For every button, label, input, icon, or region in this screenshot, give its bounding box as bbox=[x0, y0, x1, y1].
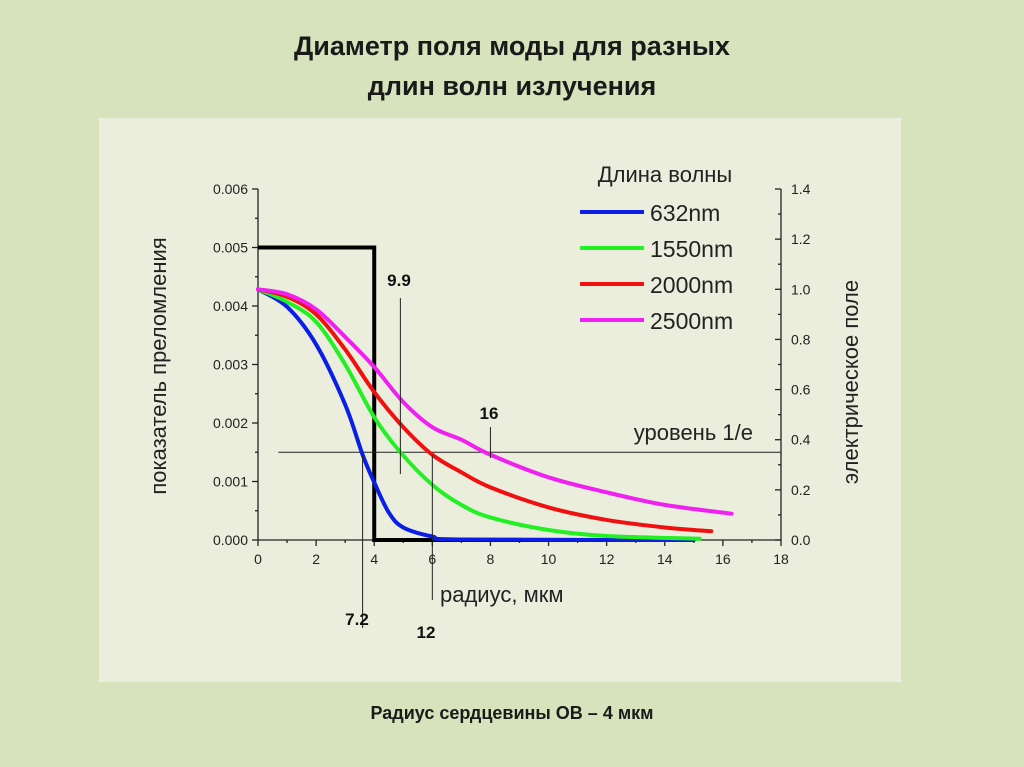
annotation-label-9-9: 9.9 bbox=[387, 271, 411, 290]
x-tick-label: 14 bbox=[657, 551, 673, 567]
y-right-tick-label: 0.6 bbox=[791, 382, 811, 398]
annotation-label-7-2: 7.2 bbox=[345, 610, 369, 629]
y-right-tick-label: 1.0 bbox=[791, 281, 811, 297]
legend-label-632nm: 632nm bbox=[650, 200, 720, 226]
y-axis-label-left: показатель преломления bbox=[146, 237, 171, 494]
x-tick-label: 10 bbox=[541, 551, 557, 567]
y-left-tick-label: 0.001 bbox=[213, 474, 248, 490]
y-left-tick-label: 0.002 bbox=[213, 415, 248, 431]
legend-label-2000nm: 2000nm bbox=[650, 272, 733, 298]
y-right-tick-label: 0.8 bbox=[791, 331, 811, 347]
chart-title: Диаметр поля моды для разных длин волн и… bbox=[0, 26, 1024, 106]
annotation-label-16: 16 bbox=[480, 404, 499, 423]
y-left-tick-label: 0.003 bbox=[213, 357, 248, 373]
level-line-label: уровень 1/е bbox=[634, 420, 753, 445]
legend-label-2500nm: 2500nm bbox=[650, 308, 733, 334]
x-tick-label: 12 bbox=[599, 551, 615, 567]
x-tick-label: 16 bbox=[715, 551, 731, 567]
x-tick-label: 8 bbox=[487, 551, 495, 567]
series-line-632nm bbox=[256, 287, 696, 542]
y-right-tick-label: 1.4 bbox=[791, 181, 811, 197]
x-tick-label: 18 bbox=[773, 551, 789, 567]
y-right-tick-label: 0.0 bbox=[791, 532, 811, 548]
series-line-2500nm bbox=[256, 287, 734, 516]
core-radius-note: Радиус сердцевины ОВ – 4 мкм bbox=[370, 703, 654, 723]
annotation-label-12: 12 bbox=[417, 623, 436, 642]
y-left-tick-label: 0.006 bbox=[213, 181, 248, 197]
y-left-tick-label: 0.004 bbox=[213, 298, 248, 314]
title-line-2: длин волн излучения bbox=[367, 71, 657, 101]
series-line-1550nm bbox=[256, 287, 702, 541]
y-axis-label-right: электрическое поле bbox=[838, 280, 863, 484]
legend-label-1550nm: 1550nm bbox=[650, 236, 733, 262]
x-tick-label: 2 bbox=[312, 551, 320, 567]
plot-panel bbox=[99, 118, 901, 682]
y-right-tick-label: 1.2 bbox=[791, 231, 811, 247]
y-right-tick-label: 0.4 bbox=[791, 432, 811, 448]
legend-title: Длина волны bbox=[598, 162, 733, 187]
x-axis-label: радиус, мкм bbox=[440, 582, 563, 607]
series-line-2000nm bbox=[256, 287, 714, 534]
x-tick-label: 0 bbox=[254, 551, 262, 567]
y-right-tick-label: 0.2 bbox=[791, 482, 811, 498]
y-left-tick-label: 0.005 bbox=[213, 240, 248, 256]
x-tick-label: 4 bbox=[370, 551, 378, 567]
y-left-tick-label: 0.000 bbox=[213, 532, 248, 548]
title-line-1: Диаметр поля моды для разных bbox=[294, 31, 730, 61]
